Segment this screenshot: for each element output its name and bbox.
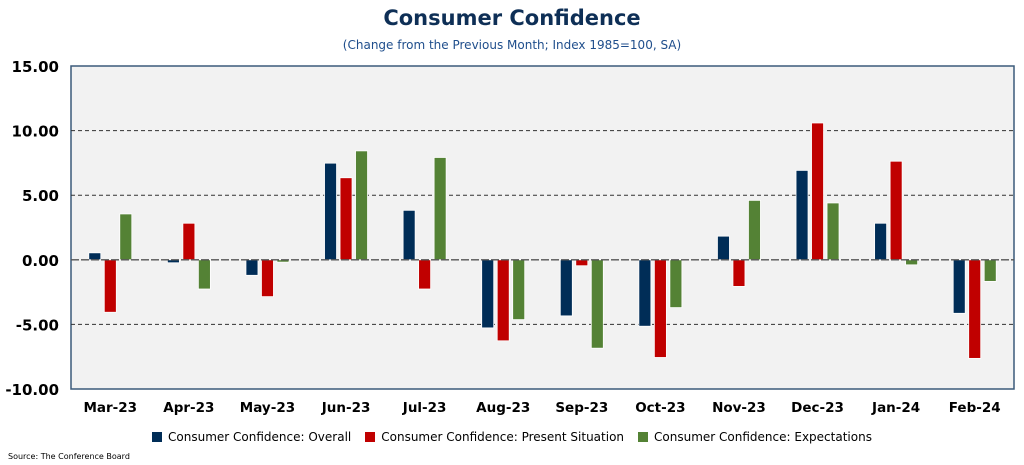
x-tick-label: Mar-23 <box>83 400 137 416</box>
bar-consumer-confidence-overall <box>402 209 416 261</box>
legend-swatch <box>152 432 163 442</box>
y-tick-label: 15.00 <box>12 58 59 76</box>
bar-consumer-confidence-expectations <box>590 259 604 349</box>
bar-consumer-confidence-expectations <box>119 213 133 261</box>
plot-area <box>70 65 1015 390</box>
x-tick-label: Jan-24 <box>871 400 920 416</box>
bar-consumer-confidence-expectations <box>355 150 368 261</box>
x-tick-label: Aug-23 <box>476 400 530 416</box>
bar-consumer-confidence-overall <box>88 252 102 261</box>
y-tick-label: 0.00 <box>22 252 59 270</box>
chart-subtitle: (Change from the Previous Month; Index 1… <box>342 38 682 52</box>
legend-item-present-situation: Consumer Confidence: Present Situation <box>365 430 624 444</box>
bar-consumer-confidence-expectations <box>905 259 919 266</box>
bar-consumer-confidence-expectations <box>669 259 683 309</box>
bar-consumer-confidence-overall <box>245 259 259 276</box>
bar-consumer-confidence-present-situation <box>811 122 824 261</box>
bar-consumer-confidence-present-situation <box>103 259 117 313</box>
bar-consumer-confidence-expectations <box>512 259 526 321</box>
legend-item-expectations: Consumer Confidence: Expectations <box>638 430 872 444</box>
legend-label: Consumer Confidence: Present Situation <box>381 430 625 444</box>
bar-consumer-confidence-overall <box>324 162 337 261</box>
y-tick-label: 10.00 <box>12 123 59 141</box>
x-tick-label: Dec-23 <box>791 400 844 416</box>
x-tick-label: Sep-23 <box>555 400 608 416</box>
bar-consumer-confidence-overall <box>874 222 888 261</box>
bar-consumer-confidence-present-situation <box>889 160 903 261</box>
bar-consumer-confidence-overall <box>717 235 730 261</box>
bar-consumer-confidence-present-situation <box>496 259 510 342</box>
bar-consumer-confidence-present-situation <box>653 259 667 358</box>
bar-consumer-confidence-overall <box>952 259 966 314</box>
bar-consumer-confidence-present-situation <box>182 222 196 261</box>
legend-item-overall: Consumer Confidence: Overall <box>152 430 351 444</box>
bar-consumer-confidence-expectations <box>197 259 211 290</box>
legend-label: Consumer Confidence: Expectations <box>654 430 872 444</box>
bar-consumer-confidence-overall <box>559 259 573 317</box>
x-tick-label: Jul-23 <box>402 400 447 416</box>
bar-consumer-confidence-expectations <box>826 202 840 261</box>
bar-consumer-confidence-overall <box>638 259 652 327</box>
x-tick-label: Apr-23 <box>163 400 214 416</box>
bar-consumer-confidence-present-situation <box>968 259 982 359</box>
bar-consumer-confidence-present-situation <box>339 177 353 261</box>
x-tick-label: Feb-24 <box>949 400 1001 416</box>
y-tick-label: 5.00 <box>22 187 59 205</box>
bar-consumer-confidence-present-situation <box>261 259 274 298</box>
x-tick-label: Nov-23 <box>712 400 766 416</box>
y-tick-label: -5.00 <box>16 316 59 334</box>
x-tick-label: May-23 <box>240 400 295 416</box>
x-tick-label: Jun-23 <box>321 400 371 416</box>
bar-consumer-confidence-expectations <box>983 259 997 282</box>
bar-consumer-confidence-overall <box>795 169 809 261</box>
legend-swatch <box>638 432 649 442</box>
source-note: Source: The Conference Board <box>8 452 130 461</box>
bar-consumer-confidence-present-situation <box>732 259 746 287</box>
chart-title: Consumer Confidence <box>383 6 641 30</box>
bar-consumer-confidence-expectations <box>433 157 447 261</box>
legend-swatch <box>365 432 376 442</box>
x-tick-label: Oct-23 <box>635 400 685 416</box>
legend: Consumer Confidence: Overall Consumer Co… <box>0 430 1024 444</box>
bar-consumer-confidence-overall <box>481 259 495 329</box>
bar-consumer-confidence-expectations <box>748 199 761 261</box>
bar-consumer-confidence-present-situation <box>575 259 589 267</box>
y-tick-label: -10.00 <box>5 381 59 399</box>
legend-label: Consumer Confidence: Overall <box>168 430 352 444</box>
bar-consumer-confidence-present-situation <box>418 259 432 290</box>
